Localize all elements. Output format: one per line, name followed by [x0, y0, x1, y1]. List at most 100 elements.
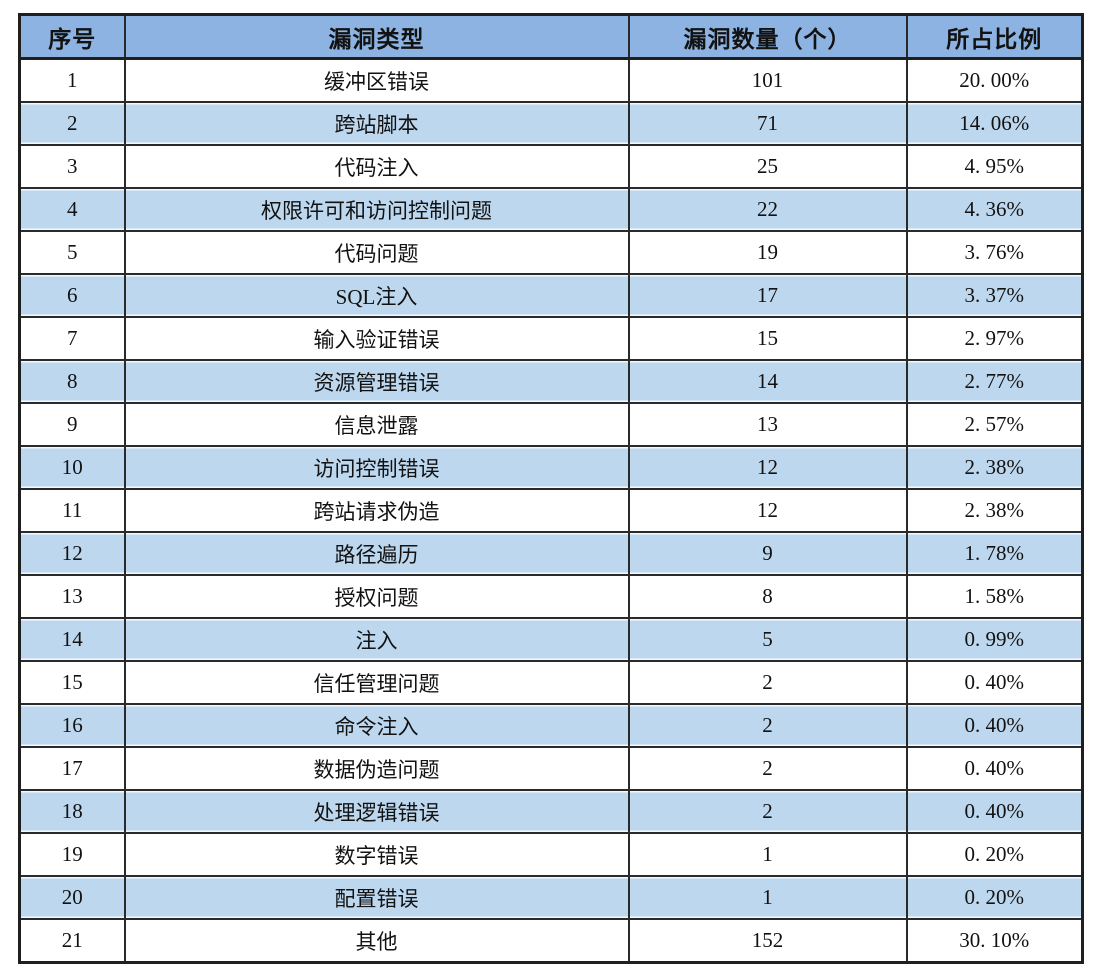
cell-type: 代码问题: [123, 230, 630, 275]
cell-index: 5: [18, 230, 126, 275]
cell-type: 处理逻辑错误: [123, 789, 630, 834]
header-row: 序号 漏洞类型 漏洞数量（个） 所占比例: [18, 13, 1084, 60]
cell-index: 2: [18, 101, 126, 146]
cell-count: 13: [627, 402, 908, 447]
cell-count: 12: [627, 445, 908, 490]
cell-count: 101: [627, 57, 908, 103]
cell-ratio: 0. 20%: [905, 832, 1084, 877]
cell-type: 代码注入: [123, 144, 630, 189]
cell-type: 授权问题: [123, 574, 630, 619]
cell-count: 9: [627, 531, 908, 576]
cell-index: 19: [18, 832, 126, 877]
table-row: 16 命令注入 2 0. 40%: [18, 703, 1084, 748]
cell-type: SQL注入: [123, 273, 630, 318]
cell-ratio: 2. 57%: [905, 402, 1084, 447]
cell-type: 输入验证错误: [123, 316, 630, 361]
cell-count: 1: [627, 832, 908, 877]
cell-type: 路径遍历: [123, 531, 630, 576]
table-row: 1 缓冲区错误 101 20. 00%: [18, 57, 1084, 103]
cell-ratio: 0. 40%: [905, 746, 1084, 791]
table-header: 序号 漏洞类型 漏洞数量（个） 所占比例: [18, 13, 1084, 60]
cell-ratio: 0. 40%: [905, 703, 1084, 748]
cell-index: 11: [18, 488, 126, 533]
cell-count: 71: [627, 101, 908, 146]
cell-ratio: 0. 99%: [905, 617, 1084, 662]
cell-ratio: 1. 58%: [905, 574, 1084, 619]
table-row: 2 跨站脚本 71 14. 06%: [18, 101, 1084, 146]
cell-index: 3: [18, 144, 126, 189]
cell-ratio: 20. 00%: [905, 57, 1084, 103]
col-header-index: 序号: [18, 13, 126, 60]
table-row: 20 配置错误 1 0. 20%: [18, 875, 1084, 920]
cell-type: 资源管理错误: [123, 359, 630, 404]
cell-index: 16: [18, 703, 126, 748]
cell-ratio: 2. 38%: [905, 445, 1084, 490]
cell-count: 19: [627, 230, 908, 275]
table-row: 6 SQL注入 17 3. 37%: [18, 273, 1084, 318]
cell-count: 14: [627, 359, 908, 404]
table-row: 8 资源管理错误 14 2. 77%: [18, 359, 1084, 404]
cell-count: 25: [627, 144, 908, 189]
cell-ratio: 2. 77%: [905, 359, 1084, 404]
table-row: 5 代码问题 19 3. 76%: [18, 230, 1084, 275]
cell-type: 跨站请求伪造: [123, 488, 630, 533]
cell-type: 其他: [123, 918, 630, 964]
table-body: 1 缓冲区错误 101 20. 00% 2 跨站脚本 71 14. 06% 3 代码注入 25 4. …: [18, 57, 1084, 964]
cell-type: 信任管理问题: [123, 660, 630, 705]
cell-ratio: 1. 78%: [905, 531, 1084, 576]
cell-index: 15: [18, 660, 126, 705]
col-header-type: 漏洞类型: [123, 13, 630, 60]
cell-count: 152: [627, 918, 908, 964]
cell-index: 7: [18, 316, 126, 361]
cell-index: 14: [18, 617, 126, 662]
cell-count: 8: [627, 574, 908, 619]
cell-count: 22: [627, 187, 908, 232]
cell-type: 访问控制错误: [123, 445, 630, 490]
table-row: 4 权限许可和访问控制问题 22 4. 36%: [18, 187, 1084, 232]
cell-count: 1: [627, 875, 908, 920]
cell-index: 1: [18, 57, 126, 103]
table-row: 12 路径遍历 9 1. 78%: [18, 531, 1084, 576]
cell-ratio: 0. 40%: [905, 789, 1084, 834]
cell-ratio: 2. 38%: [905, 488, 1084, 533]
cell-type: 跨站脚本: [123, 101, 630, 146]
table-row: 21 其他 152 30. 10%: [18, 918, 1084, 964]
cell-index: 17: [18, 746, 126, 791]
cell-count: 2: [627, 660, 908, 705]
cell-ratio: 2. 97%: [905, 316, 1084, 361]
cell-index: 18: [18, 789, 126, 834]
cell-count: 2: [627, 703, 908, 748]
table-row: 17 数据伪造问题 2 0. 40%: [18, 746, 1084, 791]
cell-index: 13: [18, 574, 126, 619]
cell-index: 12: [18, 531, 126, 576]
cell-type: 命令注入: [123, 703, 630, 748]
cell-type: 缓冲区错误: [123, 57, 630, 103]
cell-ratio: 0. 40%: [905, 660, 1084, 705]
cell-type: 配置错误: [123, 875, 630, 920]
cell-ratio: 4. 36%: [905, 187, 1084, 232]
cell-ratio: 4. 95%: [905, 144, 1084, 189]
cell-index: 9: [18, 402, 126, 447]
cell-type: 数字错误: [123, 832, 630, 877]
cell-ratio: 3. 37%: [905, 273, 1084, 318]
table-row: 10 访问控制错误 12 2. 38%: [18, 445, 1084, 490]
vulnerability-stats-table: 序号 漏洞类型 漏洞数量（个） 所占比例 1 缓冲区错误 101 20. 00% 2 跨站…: [18, 13, 1084, 964]
table-row: 7 输入验证错误 15 2. 97%: [18, 316, 1084, 361]
cell-count: 15: [627, 316, 908, 361]
cell-count: 2: [627, 789, 908, 834]
cell-index: 20: [18, 875, 126, 920]
cell-index: 21: [18, 918, 126, 964]
cell-type: 数据伪造问题: [123, 746, 630, 791]
cell-ratio: 3. 76%: [905, 230, 1084, 275]
table-row: 13 授权问题 8 1. 58%: [18, 574, 1084, 619]
table-row: 19 数字错误 1 0. 20%: [18, 832, 1084, 877]
cell-ratio: 30. 10%: [905, 918, 1084, 964]
cell-type: 注入: [123, 617, 630, 662]
cell-index: 4: [18, 187, 126, 232]
table-row: 15 信任管理问题 2 0. 40%: [18, 660, 1084, 705]
cell-index: 6: [18, 273, 126, 318]
table-row: 3 代码注入 25 4. 95%: [18, 144, 1084, 189]
cell-count: 12: [627, 488, 908, 533]
col-header-ratio: 所占比例: [905, 13, 1084, 60]
